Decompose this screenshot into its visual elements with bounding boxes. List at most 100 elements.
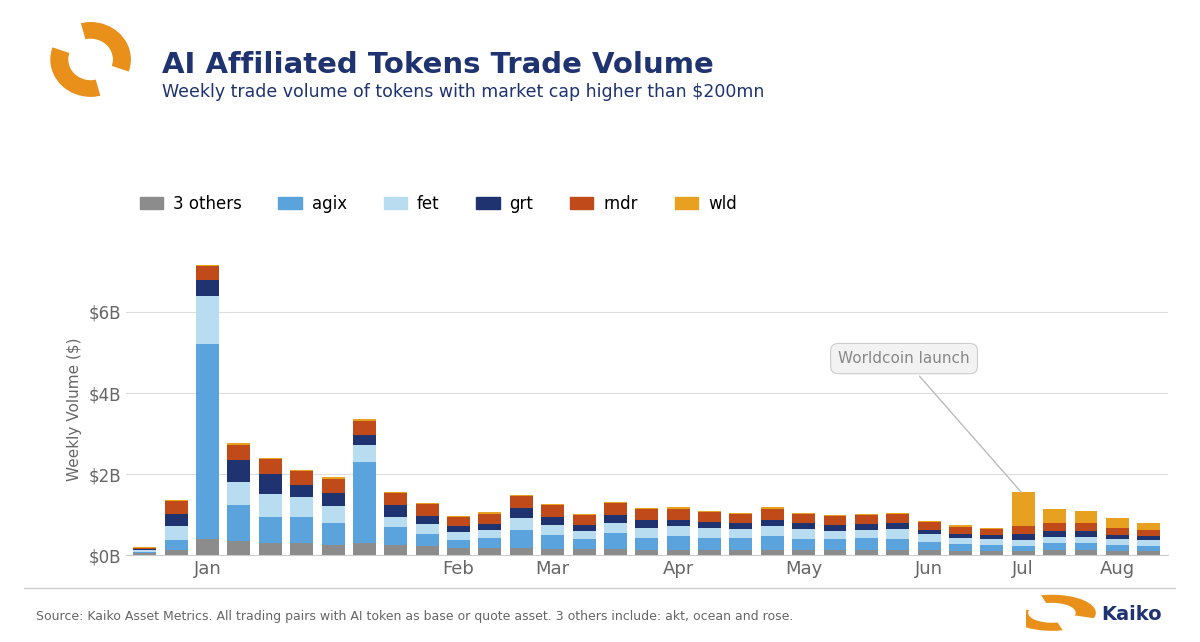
Text: AI Affiliated Tokens Trade Volume: AI Affiliated Tokens Trade Volume: [162, 51, 714, 80]
Bar: [761, 536, 784, 550]
Bar: [667, 508, 690, 520]
Bar: [730, 530, 752, 538]
Bar: [604, 550, 626, 555]
Bar: [918, 534, 941, 542]
Bar: [1043, 508, 1066, 523]
Bar: [259, 458, 282, 459]
Bar: [635, 550, 659, 555]
Bar: [322, 523, 344, 545]
Bar: [1043, 543, 1066, 550]
Bar: [980, 529, 1003, 535]
Bar: [290, 517, 313, 543]
Bar: [415, 504, 439, 516]
Bar: [541, 504, 564, 505]
Bar: [510, 508, 533, 518]
Bar: [854, 524, 878, 530]
Text: Kaiko: Kaiko: [1100, 605, 1162, 624]
Bar: [792, 529, 815, 539]
Bar: [761, 508, 784, 520]
Bar: [1012, 541, 1034, 546]
Bar: [384, 505, 407, 517]
Bar: [667, 536, 690, 550]
Bar: [667, 507, 690, 508]
Bar: [228, 541, 251, 555]
Bar: [290, 471, 313, 485]
Bar: [322, 493, 344, 506]
Bar: [322, 545, 344, 555]
Bar: [1138, 530, 1160, 536]
Bar: [980, 528, 1003, 529]
Bar: [259, 459, 282, 474]
Bar: [164, 541, 187, 550]
Circle shape: [70, 39, 113, 80]
Bar: [353, 543, 376, 555]
Bar: [1074, 523, 1098, 531]
Bar: [1074, 550, 1098, 555]
Bar: [164, 501, 187, 514]
Bar: [1106, 528, 1129, 535]
Bar: [510, 518, 533, 530]
Bar: [290, 543, 313, 555]
Bar: [761, 520, 784, 526]
Bar: [887, 550, 910, 555]
Bar: [196, 266, 220, 281]
Bar: [918, 550, 941, 555]
Bar: [698, 550, 721, 555]
Bar: [228, 505, 251, 541]
Bar: [259, 517, 282, 543]
Bar: [322, 506, 344, 523]
Bar: [854, 514, 878, 515]
Bar: [667, 520, 690, 526]
Bar: [384, 545, 407, 555]
Bar: [730, 538, 752, 550]
Bar: [1043, 550, 1066, 555]
Bar: [980, 545, 1003, 551]
Bar: [635, 538, 659, 550]
Bar: [1074, 531, 1098, 537]
Bar: [918, 542, 941, 550]
Bar: [164, 526, 187, 541]
Bar: [479, 512, 502, 514]
Bar: [604, 503, 626, 515]
Bar: [823, 515, 846, 516]
Bar: [980, 535, 1003, 539]
Bar: [918, 530, 941, 534]
Bar: [698, 510, 721, 512]
Circle shape: [1009, 596, 1096, 630]
Bar: [604, 523, 626, 533]
Bar: [1138, 546, 1160, 551]
Bar: [448, 540, 470, 548]
Bar: [823, 550, 846, 555]
Bar: [635, 519, 659, 528]
Bar: [164, 514, 187, 526]
Bar: [949, 544, 972, 551]
Bar: [572, 515, 595, 525]
Bar: [1012, 492, 1034, 526]
Bar: [949, 538, 972, 544]
Bar: [541, 550, 564, 555]
Bar: [541, 525, 564, 535]
Bar: [572, 525, 595, 531]
Bar: [792, 523, 815, 529]
Bar: [510, 548, 533, 555]
Bar: [572, 514, 595, 515]
Wedge shape: [1006, 594, 1052, 612]
Y-axis label: Weekly Volume ($): Weekly Volume ($): [66, 338, 82, 481]
Bar: [1074, 510, 1098, 523]
Bar: [479, 514, 502, 524]
Bar: [228, 444, 251, 460]
Bar: [196, 265, 220, 266]
Bar: [572, 531, 595, 539]
Bar: [353, 419, 376, 421]
Bar: [133, 553, 156, 555]
Bar: [823, 531, 846, 539]
Bar: [854, 530, 878, 538]
Bar: [698, 512, 721, 522]
Bar: [1012, 551, 1034, 555]
Bar: [1106, 535, 1129, 539]
Bar: [384, 492, 407, 493]
Bar: [854, 550, 878, 555]
Bar: [698, 538, 721, 550]
Text: Worldcoin launch: Worldcoin launch: [839, 351, 1021, 492]
Bar: [730, 514, 752, 523]
